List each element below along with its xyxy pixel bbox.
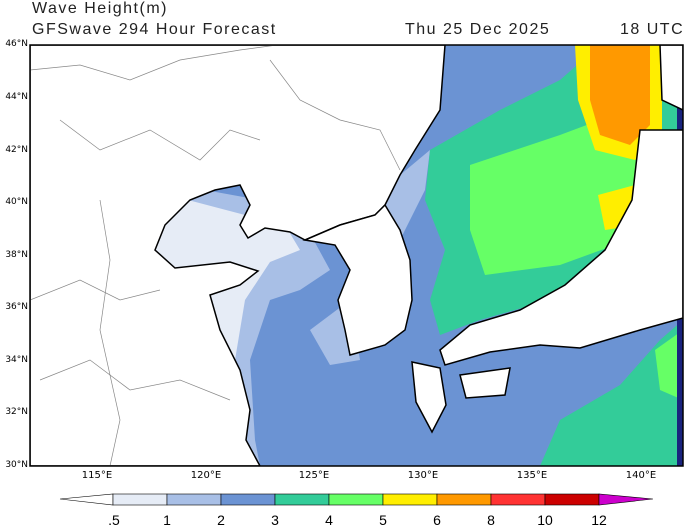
lon-label: 115°E	[81, 470, 113, 481]
lat-label: 30°N	[5, 460, 28, 470]
colorbar-label: 2	[217, 512, 225, 528]
colorbar-label: 10	[537, 512, 553, 528]
colorbar-swatch	[328, 493, 384, 506]
colorbar-label: 6	[433, 512, 441, 528]
lon-label: 130°E	[407, 470, 439, 481]
colorbar-swatch	[166, 493, 222, 506]
land-hokkaido	[659, 45, 683, 111]
land-shikoku	[459, 367, 511, 399]
wave-band-4-5	[470, 120, 640, 275]
colorbar-label: 1	[163, 512, 171, 528]
land-korea	[302, 203, 413, 356]
land-honshu	[439, 129, 683, 366]
lat-label: 34°N	[5, 355, 28, 365]
colorbar-label: 3	[271, 512, 279, 528]
lat-label: 38°N	[5, 250, 28, 260]
wave-band-4-5-pacific	[655, 330, 683, 400]
colorbar-label: 8	[487, 512, 495, 528]
lat-label: 44°N	[5, 92, 28, 102]
colorbar-label: 4	[325, 512, 333, 528]
colorbar-label: .5	[108, 512, 120, 528]
colorbar-label: 5	[379, 512, 387, 528]
colorbar-swatch	[490, 493, 546, 506]
colorbar-swatch	[220, 493, 276, 506]
forecast-label: GFSwave 294 Hour Forecast	[32, 21, 277, 38]
colorbar-arrow-low	[59, 493, 114, 506]
colorbar-swatch	[544, 493, 600, 506]
colorbar	[59, 493, 654, 506]
chart-title: Wave Height(m)	[32, 0, 168, 17]
colorbar-swatch	[436, 493, 492, 506]
land-kyushu	[411, 361, 447, 434]
lat-label: 36°N	[5, 302, 28, 312]
lon-label: 120°E	[190, 470, 222, 481]
wave-band-3-4-pacific	[540, 320, 683, 466]
lon-label: 125°E	[298, 470, 330, 481]
map-frame	[29, 44, 684, 467]
lat-label: 32°N	[5, 407, 28, 417]
colorbar-swatch	[382, 493, 438, 506]
colorbar-swatch	[274, 493, 330, 506]
lon-label: 140°E	[625, 470, 657, 481]
lat-label: 40°N	[5, 197, 28, 207]
lat-label: 46°N	[5, 39, 28, 49]
province-borders	[30, 45, 401, 466]
forecast-time: 18 UTC	[620, 21, 685, 38]
colorbar-label: 12	[591, 512, 607, 528]
colorbar-arrow-high	[598, 493, 654, 506]
lat-label: 42°N	[5, 145, 28, 155]
colorbar-swatch	[112, 493, 168, 506]
wave-band-6-8	[590, 45, 650, 145]
forecast-date: Thu 25 Dec 2025	[405, 21, 551, 38]
lon-label: 135°E	[516, 470, 548, 481]
